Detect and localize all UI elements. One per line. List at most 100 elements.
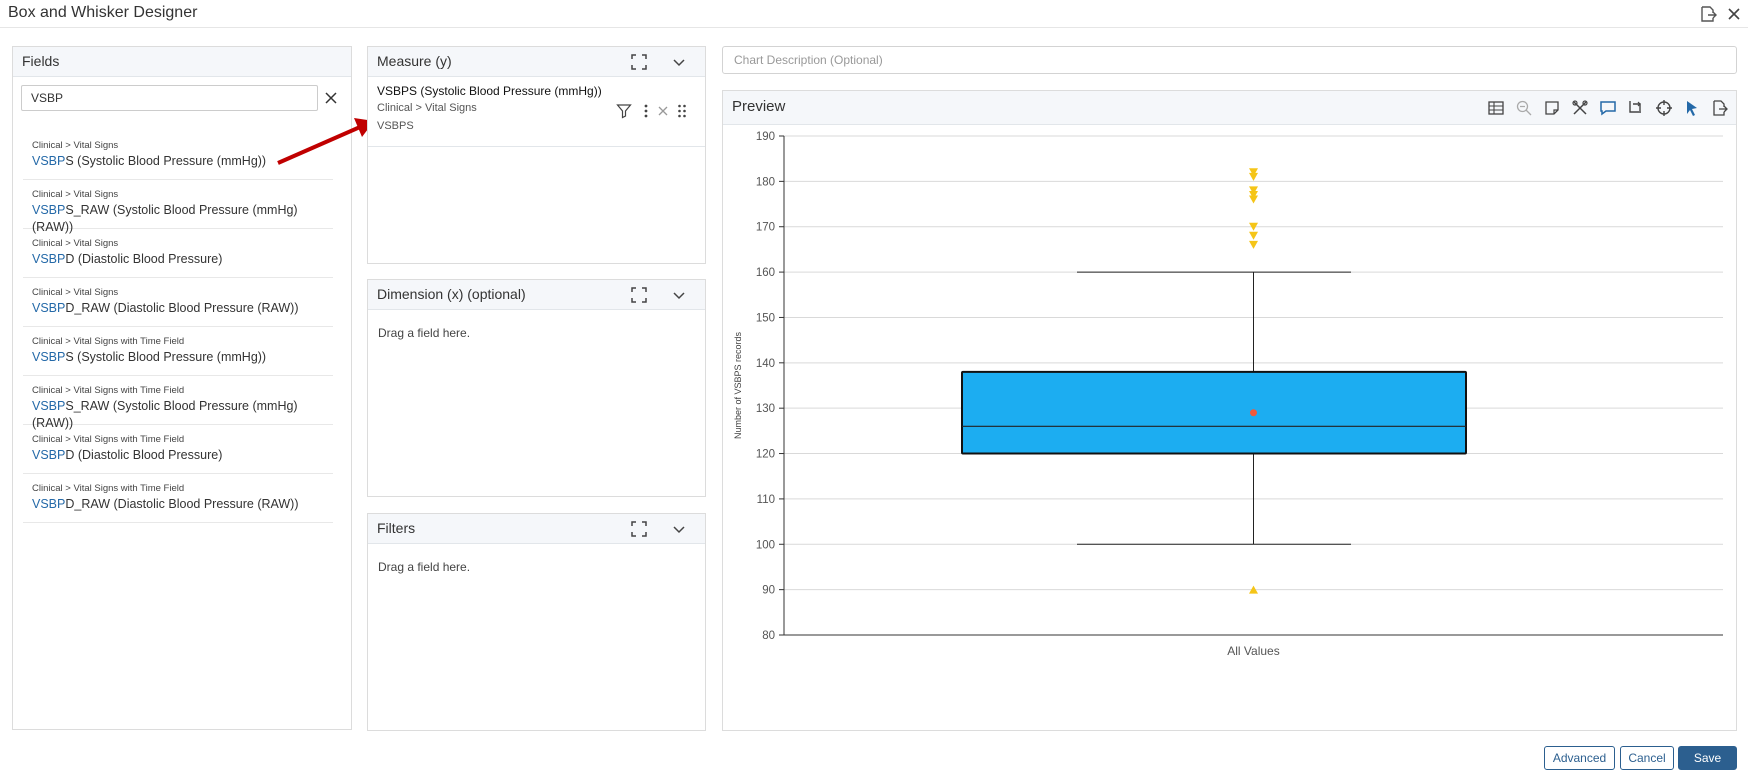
chart-description-input[interactable]	[722, 46, 1737, 74]
measure-field-name: VSBPS (Systolic Blood Pressure (mmHg))	[377, 84, 602, 98]
window-title: Box and Whisker Designer	[8, 4, 198, 21]
fields-search-input[interactable]	[21, 85, 318, 111]
drag-handle-icon[interactable]	[674, 103, 690, 119]
expand-icon[interactable]	[630, 53, 648, 71]
field-path: Clinical > Vital Signs	[32, 189, 119, 200]
list-item[interactable]: Clinical > Vital Signs with Time Field V…	[23, 376, 333, 430]
cancel-button[interactable]: Cancel	[1620, 746, 1674, 770]
remove-icon[interactable]	[655, 103, 671, 119]
list-item[interactable]: Clinical > Vital Signs VSBPS_RAW (Systol…	[23, 180, 333, 234]
field-rest: S_RAW (Systolic Blood Pressure (mmHg) (R…	[32, 399, 298, 430]
preview-panel-header: Preview	[723, 91, 1736, 125]
swap-axes-icon[interactable]	[1627, 99, 1645, 117]
x-category-label: All Values	[1227, 644, 1279, 658]
measure-panel-title: Measure (y)	[377, 53, 452, 69]
field-name: VSBPD (Diastolic Blood Pressure)	[32, 447, 333, 464]
field-path: Clinical > Vital Signs with Time Field	[32, 385, 185, 396]
y-tick-label: 190	[756, 131, 775, 143]
field-rest: S (Systolic Blood Pressure (mmHg))	[65, 154, 267, 168]
field-rest: D (Diastolic Blood Pressure)	[65, 252, 223, 266]
annotation-arrow-icon	[277, 118, 374, 165]
preview-panel: Preview 80 90 100 110 120 130 140 150	[722, 90, 1737, 731]
filters-panel-header: Filters	[368, 514, 705, 544]
title-bar: Box and Whisker Designer	[0, 0, 1748, 28]
field-match: VSBP	[32, 252, 66, 266]
y-tick-label: 90	[762, 585, 775, 597]
field-name: VSBPS_RAW (Systolic Blood Pressure (mmHg…	[32, 202, 333, 236]
measure-panel-header: Measure (y)	[368, 47, 705, 77]
list-item[interactable]: Clinical > Vital Signs VSBPD (Diastolic …	[23, 229, 333, 278]
outlier-point	[1249, 231, 1258, 240]
pointer-icon[interactable]	[1683, 99, 1701, 117]
preview-title: Preview	[732, 98, 786, 115]
filters-panel-title: Filters	[377, 520, 416, 536]
table-icon[interactable]	[1487, 99, 1505, 117]
expand-icon[interactable]	[630, 286, 648, 304]
note-icon[interactable]	[1543, 99, 1561, 117]
field-rest: D_RAW (Diastolic Blood Pressure (RAW))	[65, 497, 299, 511]
y-tick-label: 110	[757, 494, 775, 506]
field-path: Clinical > Vital Signs with Time Field	[32, 434, 185, 445]
measure-field-card[interactable]: VSBPS (Systolic Blood Pressure (mmHg)) C…	[368, 77, 705, 147]
list-item[interactable]: Clinical > Vital Signs VSBPS (Systolic B…	[23, 131, 333, 180]
chevron-down-icon[interactable]	[670, 520, 688, 538]
more-options-icon[interactable]	[638, 103, 654, 119]
field-match: VSBP	[32, 497, 66, 511]
export-icon[interactable]	[1698, 4, 1718, 24]
list-item[interactable]: Clinical > Vital Signs with Time Field V…	[23, 425, 333, 474]
field-name: VSBPS (Systolic Blood Pressure (mmHg))	[32, 349, 333, 366]
fields-panel-header: Fields	[13, 47, 351, 77]
dimension-drop-hint[interactable]: Drag a field here.	[378, 326, 471, 340]
tools-icon[interactable]	[1571, 99, 1589, 117]
field-path: Clinical > Vital Signs	[32, 140, 119, 151]
outlier-point	[1249, 195, 1258, 204]
field-name: VSBPD_RAW (Diastolic Blood Pressure (RAW…	[32, 300, 333, 317]
y-tick-label: 120	[756, 449, 775, 461]
save-button[interactable]: Save	[1678, 746, 1737, 770]
y-tick-label: 100	[756, 539, 775, 551]
filters-drop-hint[interactable]: Drag a field here.	[378, 560, 471, 574]
field-path: Clinical > Vital Signs with Time Field	[32, 336, 185, 347]
list-item[interactable]: Clinical > Vital Signs with Time Field V…	[23, 327, 333, 376]
field-match: VSBP	[32, 154, 66, 168]
field-rest: S_RAW (Systolic Blood Pressure (mmHg) (R…	[32, 203, 298, 234]
y-tick-label: 150	[756, 312, 775, 324]
expand-icon[interactable]	[630, 520, 648, 538]
clear-search-icon[interactable]	[324, 91, 338, 105]
y-tick-label: 170	[756, 222, 775, 234]
dimension-panel-header: Dimension (x) (optional)	[368, 280, 705, 310]
measure-field-code: VSBPS	[377, 120, 414, 132]
filter-icon[interactable]	[616, 103, 632, 119]
mean-marker	[1250, 409, 1257, 417]
zoom-out-icon[interactable]	[1515, 99, 1533, 117]
y-axis-label: Number of VSBPS records	[733, 331, 743, 439]
comment-icon[interactable]	[1599, 99, 1617, 117]
close-icon[interactable]	[1724, 4, 1744, 24]
filters-panel: Filters Drag a field here.	[367, 513, 706, 731]
field-path: Clinical > Vital Signs with Time Field	[32, 483, 185, 494]
field-name: VSBPD (Diastolic Blood Pressure)	[32, 251, 333, 268]
outlier-point	[1249, 190, 1258, 199]
outlier-point	[1249, 168, 1258, 177]
list-item[interactable]: Clinical > Vital Signs VSBPD_RAW (Diasto…	[23, 278, 333, 327]
crosshair-icon[interactable]	[1655, 99, 1673, 117]
export-icon[interactable]	[1711, 99, 1729, 117]
field-path: Clinical > Vital Signs	[32, 238, 119, 249]
box-plot-chart: 80 90 100 110 120 130 140 150 160 170 180 190 Numbe…	[733, 131, 1723, 658]
measure-field-path: Clinical > Vital Signs	[377, 102, 477, 114]
field-match: VSBP	[32, 399, 66, 413]
advanced-button[interactable]: Advanced	[1544, 746, 1615, 770]
y-tick-label: 140	[756, 358, 775, 370]
y-tick-label: 180	[756, 176, 775, 188]
dimension-panel: Dimension (x) (optional) Drag a field he…	[367, 279, 706, 497]
outlier-point	[1249, 186, 1258, 195]
chevron-down-icon[interactable]	[670, 53, 688, 71]
list-item[interactable]: Clinical > Vital Signs with Time Field V…	[23, 474, 333, 523]
field-list: Clinical > Vital Signs VSBPS (Systolic B…	[23, 131, 333, 523]
field-name: VSBPD_RAW (Diastolic Blood Pressure (RAW…	[32, 496, 333, 513]
field-match: VSBP	[32, 448, 66, 462]
outlier-point	[1249, 222, 1258, 231]
chevron-down-icon[interactable]	[670, 286, 688, 304]
fields-panel-title: Fields	[22, 53, 60, 69]
field-match: VSBP	[32, 203, 66, 217]
